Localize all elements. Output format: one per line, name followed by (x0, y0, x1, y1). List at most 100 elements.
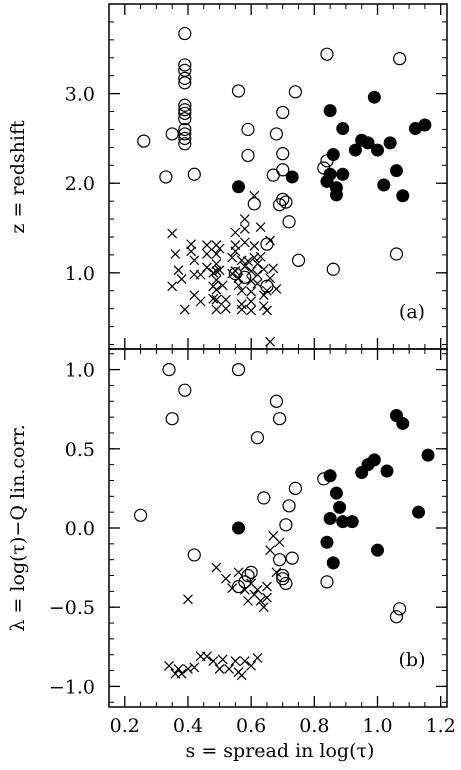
open-circle-point (178, 383, 192, 397)
cross-point (202, 651, 212, 662)
open-circle-point (178, 76, 192, 90)
filled-circle-point (323, 104, 337, 118)
cross-point (211, 284, 222, 295)
x-tick-label: 0.4 (173, 715, 203, 737)
filled-circle-point (396, 189, 410, 203)
open-circle-point (272, 412, 287, 426)
open-circle-point (162, 362, 176, 377)
cross-point (214, 265, 225, 276)
filled-circle-point (367, 90, 381, 104)
cross-point (173, 664, 184, 674)
cross-point (164, 660, 174, 671)
cross-point (195, 296, 206, 307)
filled-circle-point (323, 511, 337, 525)
open-circle-point (276, 568, 290, 583)
cross-point (211, 562, 222, 573)
open-circle-point (279, 518, 293, 532)
filled-circle-point (336, 122, 350, 136)
open-circle-point (178, 106, 192, 120)
open-circle-point (269, 394, 284, 408)
series-cross (164, 530, 285, 681)
cross-point (214, 664, 225, 674)
cross-point (236, 285, 247, 296)
cross-point (265, 545, 276, 556)
cross-point (258, 602, 269, 613)
filled-circle-point (329, 486, 343, 500)
open-circle-point (178, 58, 192, 72)
cross-point (233, 567, 244, 578)
filled-circle-point (371, 543, 385, 557)
cross-point (271, 284, 282, 294)
cross-point (195, 269, 206, 280)
cross-point (249, 190, 260, 201)
series-cross (167, 190, 282, 347)
series-filled-circle (232, 409, 435, 570)
cross-point (224, 664, 234, 674)
cross-point (202, 262, 212, 273)
series-open-circle (137, 26, 407, 293)
open-circle-point (178, 103, 192, 117)
cross-point (233, 273, 244, 284)
y-tick-label: 1.0 (65, 360, 95, 382)
open-circle-point (178, 98, 192, 112)
filled-circle-point (333, 500, 347, 514)
cross-point (239, 223, 250, 234)
cross-point (262, 581, 272, 592)
cross-point (211, 304, 222, 315)
cross-point (211, 266, 222, 276)
cross-point (246, 305, 257, 316)
y-tick-label: 3.0 (65, 84, 95, 106)
x-tick-label: 1.0 (362, 715, 392, 737)
cross-point (176, 274, 187, 285)
open-circle-point (159, 170, 173, 184)
cross-point (208, 656, 219, 666)
cross-point (230, 266, 241, 276)
cross-point (217, 654, 228, 665)
cross-point (252, 652, 263, 663)
cross-point (258, 290, 269, 301)
y-tick-label: 0.0 (65, 518, 95, 540)
open-circle-point (178, 137, 192, 151)
y-tick-label: −1.0 (49, 676, 95, 698)
open-circle-point (228, 267, 242, 281)
cross-point (271, 567, 282, 578)
open-circle-point (178, 122, 192, 137)
cross-point (230, 227, 241, 238)
open-circle-point (178, 26, 192, 41)
cross-point (252, 584, 263, 595)
open-circle-point (178, 71, 192, 85)
open-circle-point (137, 134, 151, 148)
open-circle-point (393, 52, 407, 66)
cross-point (255, 595, 266, 606)
cross-point (230, 246, 241, 257)
cross-point (211, 258, 222, 269)
cross-point (189, 662, 200, 673)
cross-point (211, 275, 222, 285)
cross-point (211, 249, 222, 259)
open-circle-point (241, 122, 255, 137)
open-circle-point (291, 253, 306, 267)
filled-circle-point (377, 178, 391, 192)
cross-point (214, 243, 225, 254)
cross-point (262, 592, 272, 603)
open-circle-point (282, 499, 296, 513)
filled-circle-point (367, 453, 381, 467)
cross-point (262, 305, 272, 316)
open-circle-point (276, 192, 290, 206)
x-tick-label: 0.6 (236, 715, 266, 737)
y-tick-label: 1.0 (65, 263, 95, 285)
filled-circle-point (323, 469, 337, 483)
open-circle-point (326, 262, 340, 276)
open-circle-point (231, 84, 246, 98)
open-circle-point (279, 195, 293, 209)
open-circle-point (178, 112, 192, 126)
cross-point (236, 670, 247, 681)
cross-point (252, 258, 263, 269)
open-circle-point (320, 47, 334, 61)
cross-point (252, 269, 263, 280)
cross-point (239, 656, 250, 666)
open-circle-point (165, 412, 179, 426)
filled-circle-point (232, 521, 246, 535)
open-circle-point (276, 163, 290, 177)
